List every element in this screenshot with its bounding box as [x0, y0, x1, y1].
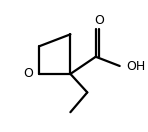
- Text: OH: OH: [126, 60, 145, 73]
- Text: O: O: [23, 67, 33, 80]
- Text: O: O: [94, 14, 104, 27]
